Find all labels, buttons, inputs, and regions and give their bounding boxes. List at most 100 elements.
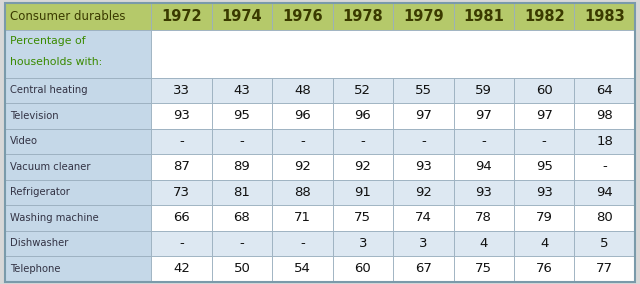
Text: Washing machine: Washing machine (10, 213, 99, 223)
Text: 93: 93 (536, 186, 552, 199)
Bar (212, 3, 272, 30)
Bar (212, 231, 272, 256)
Text: 18: 18 (596, 135, 613, 148)
Bar (393, 78, 454, 103)
Bar (151, 179, 212, 205)
Text: 1982: 1982 (524, 9, 564, 24)
Text: 94: 94 (596, 186, 613, 199)
Text: -: - (602, 160, 607, 173)
Bar (5, 205, 151, 231)
Bar (212, 78, 272, 103)
Bar (333, 154, 393, 179)
Bar (212, 256, 272, 282)
Bar (393, 231, 454, 256)
Bar (454, 103, 514, 129)
Text: -: - (179, 135, 184, 148)
Bar (151, 154, 212, 179)
Bar (5, 30, 151, 78)
Bar (5, 231, 151, 256)
Bar (5, 129, 151, 154)
Text: 81: 81 (234, 186, 250, 199)
Text: 60: 60 (355, 262, 371, 275)
Text: 78: 78 (476, 211, 492, 224)
Text: 1974: 1974 (221, 9, 262, 24)
Bar (514, 154, 575, 179)
Text: 93: 93 (173, 109, 190, 122)
Text: -: - (239, 237, 244, 250)
Text: -: - (239, 135, 244, 148)
Text: Vacuum cleaner: Vacuum cleaner (10, 162, 91, 172)
Text: households with:: households with: (10, 57, 102, 67)
Text: 97: 97 (415, 109, 432, 122)
Bar (333, 205, 393, 231)
Bar (151, 3, 212, 30)
Bar (575, 256, 635, 282)
Bar (151, 231, 212, 256)
Text: 4: 4 (540, 237, 548, 250)
Text: Telephone: Telephone (10, 264, 61, 274)
Bar (393, 103, 454, 129)
Bar (272, 205, 333, 231)
Text: 92: 92 (355, 160, 371, 173)
Text: 4: 4 (479, 237, 488, 250)
Text: 3: 3 (419, 237, 428, 250)
Bar (5, 154, 151, 179)
Bar (212, 179, 272, 205)
Bar (272, 256, 333, 282)
Text: 94: 94 (476, 160, 492, 173)
Bar (514, 256, 575, 282)
Text: 89: 89 (234, 160, 250, 173)
Text: -: - (300, 237, 305, 250)
Text: 55: 55 (415, 84, 432, 97)
Bar (272, 103, 333, 129)
Bar (575, 205, 635, 231)
Text: 88: 88 (294, 186, 311, 199)
Bar (575, 78, 635, 103)
Bar (5, 103, 151, 129)
Text: -: - (481, 135, 486, 148)
Text: 76: 76 (536, 262, 552, 275)
Bar (151, 205, 212, 231)
Bar (575, 129, 635, 154)
Bar (272, 78, 333, 103)
Bar (212, 205, 272, 231)
Text: Refrigerator: Refrigerator (10, 187, 70, 197)
Bar (212, 103, 272, 129)
Text: 96: 96 (355, 109, 371, 122)
Text: -: - (360, 135, 365, 148)
Text: 42: 42 (173, 262, 190, 275)
Bar (5, 179, 151, 205)
Bar (454, 205, 514, 231)
Bar (393, 129, 454, 154)
Bar (575, 103, 635, 129)
Bar (333, 78, 393, 103)
Bar (212, 129, 272, 154)
Bar (212, 154, 272, 179)
Bar (5, 3, 151, 30)
Text: Dishwasher: Dishwasher (10, 239, 68, 248)
Bar (5, 78, 151, 103)
Text: Central heating: Central heating (10, 85, 88, 95)
Bar (151, 129, 212, 154)
Text: 74: 74 (415, 211, 432, 224)
Text: 80: 80 (596, 211, 613, 224)
Text: 92: 92 (294, 160, 311, 173)
Text: Video: Video (10, 136, 38, 146)
Bar (454, 78, 514, 103)
Bar (393, 154, 454, 179)
Bar (272, 3, 333, 30)
Text: 75: 75 (476, 262, 492, 275)
Bar (575, 231, 635, 256)
Bar (393, 205, 454, 231)
Text: 59: 59 (476, 84, 492, 97)
Text: 79: 79 (536, 211, 552, 224)
Text: -: - (179, 237, 184, 250)
Text: 95: 95 (234, 109, 250, 122)
Text: 1978: 1978 (342, 9, 383, 24)
Text: 43: 43 (234, 84, 250, 97)
Bar (333, 179, 393, 205)
Text: 93: 93 (476, 186, 492, 199)
Bar (393, 3, 454, 30)
Bar (514, 205, 575, 231)
Bar (575, 154, 635, 179)
